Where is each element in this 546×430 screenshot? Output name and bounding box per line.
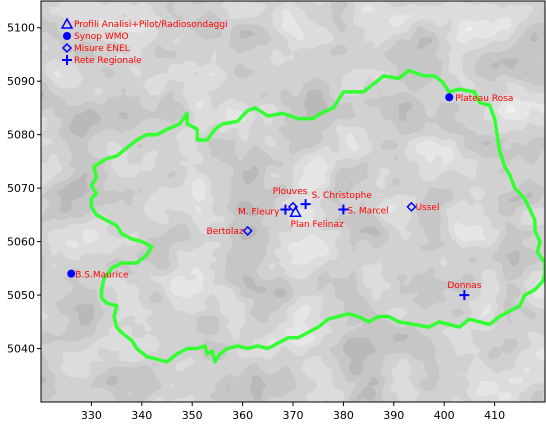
station-label: B.S.Maurice <box>75 271 129 281</box>
x-tick-label: 350 <box>182 409 203 422</box>
station-label: Plouves <box>273 187 308 197</box>
y-tick-label: 5040 <box>7 343 35 356</box>
x-tick-label: 380 <box>333 409 354 422</box>
station: S. Christophe <box>300 191 373 210</box>
plus-marker <box>300 199 311 210</box>
station-label: Ussel <box>415 203 439 213</box>
circle-marker <box>445 93 454 102</box>
region-border <box>89 68 545 364</box>
y-tick-label: 5100 <box>7 22 35 35</box>
x-tick-label: 410 <box>484 409 505 422</box>
station-label: Bertolaz <box>206 227 243 237</box>
x-tick-label: 390 <box>383 409 404 422</box>
legend-entry: Rete Regionale <box>62 55 142 66</box>
y-tick-label: 5070 <box>7 182 35 195</box>
station: Bertolaz <box>206 225 253 237</box>
legend-circle-icon <box>63 32 71 40</box>
legend: Profili Analisi+Pilot/Radiosondaggi Synop… <box>60 17 228 66</box>
y-tick-label: 5060 <box>7 236 35 249</box>
plus-marker <box>338 204 349 215</box>
stations-layer: Plateau Rosa S. Christophe Plouves M. Fleur… <box>67 93 513 301</box>
station-label: M. Fleury <box>238 208 280 218</box>
legend-entry: Profili Analisi+Pilot/Radiosondaggi <box>60 17 228 30</box>
station-label: S. Marcel <box>347 207 388 217</box>
plus-marker <box>459 290 470 301</box>
y-tick-label: 5080 <box>7 129 35 142</box>
station-label: S. Christophe <box>312 191 373 201</box>
legend-entry: Misure ENEL <box>61 42 130 54</box>
x-tick-label: 340 <box>131 409 152 422</box>
region-border-line <box>89 68 545 364</box>
diamond-marker <box>406 201 417 212</box>
y-tick-label: 5090 <box>7 75 35 88</box>
station-label: Donnas <box>447 281 481 291</box>
legend-label: Profili Analisi+Pilot/Radiosondaggi <box>74 20 228 30</box>
station-label: Plan Felinaz <box>291 220 344 230</box>
legend-triangle-icon <box>60 17 74 29</box>
legend-label: Misure ENEL <box>74 44 130 54</box>
x-tick-label: 370 <box>283 409 304 422</box>
legend-diamond-icon <box>61 42 73 54</box>
x-tick-label: 400 <box>434 409 455 422</box>
legend-plus-icon <box>62 55 72 65</box>
terrain-background <box>41 1 545 402</box>
station: S. Marcel <box>338 204 389 217</box>
station: Donnas <box>447 281 482 301</box>
legend-label: Synop WMO <box>74 32 129 42</box>
legend-label: Rete Regionale <box>74 56 142 66</box>
station-label: Plateau Rosa <box>455 94 513 104</box>
x-tick-label: 330 <box>81 409 102 422</box>
station: M. Fleury <box>238 204 291 218</box>
station: Plan Felinaz <box>289 205 344 230</box>
diamond-marker <box>242 225 253 236</box>
station: Ussel <box>406 201 439 213</box>
x-tick-label: 360 <box>232 409 253 422</box>
y-tick-label: 5050 <box>7 289 35 302</box>
legend-entry: Synop WMO <box>63 32 129 42</box>
plus-marker <box>280 204 291 215</box>
station: Plateau Rosa <box>445 93 513 104</box>
station: B.S.Maurice <box>67 269 129 281</box>
triangle-marker <box>289 205 302 217</box>
axes: 330 340 350 360 370 380 390 400 410 5040 5050 5060 5… <box>7 22 505 422</box>
circle-marker <box>67 269 76 278</box>
